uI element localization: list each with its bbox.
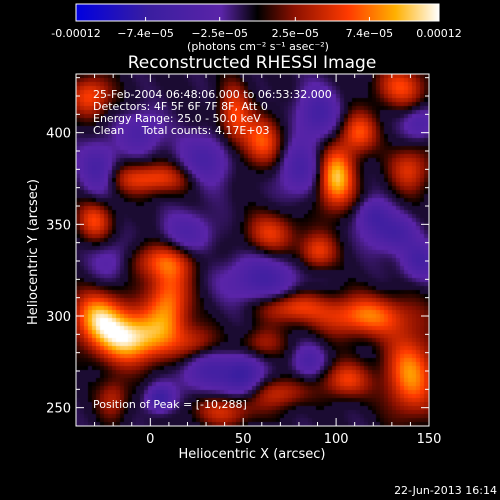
heatmap-image	[76, 74, 429, 426]
annotation-clean: Clean Total counts: 4.17E+03	[93, 124, 270, 137]
peak-position-label: Position of Peak = [-10,288]	[93, 398, 247, 411]
footer-date: 22-Jun-2013 16:14	[394, 484, 497, 497]
y-tick-label: 300	[46, 310, 71, 325]
colorbar-ticks: -0.00012 −7.4e−05 −2.5e−05 2.5e−05 7.4e−05 0.…	[51, 17, 462, 40]
y-axis-label: Heliocentric Y (arcsec)	[26, 179, 41, 325]
colorbar-tick-label: 2.5e−05	[272, 27, 319, 40]
x-tick-label: 150	[417, 432, 442, 447]
x-tick-label: 100	[324, 432, 349, 447]
annotation-detectors: Detectors: 4F 5F 6F 7F 8F, Att 0	[93, 100, 268, 113]
annotation-energy: Energy Range: 25.0 - 50.0 keV	[93, 112, 261, 125]
colorbar-tick-label: -0.00012	[51, 27, 100, 40]
plot-frame	[75, 73, 430, 427]
axis-ticks: 0 50 100 150 250 300 350 400	[46, 74, 441, 447]
colorbar-tick-label: −2.5e−05	[191, 27, 248, 40]
y-tick-label: 350	[46, 218, 71, 233]
colorbar	[75, 3, 440, 22]
colorbar-tick-label: 0.00012	[416, 27, 462, 40]
y-tick-label: 400	[46, 127, 71, 142]
colorbar-tick-label: −7.4e−05	[117, 27, 174, 40]
y-tick-label: 250	[46, 402, 71, 417]
colorbar-label: (photons cm⁻² s⁻¹ asec⁻²)	[187, 40, 329, 53]
colorbar-tick-label: 7.4e−05	[346, 27, 393, 40]
x-tick-label: 50	[235, 432, 252, 447]
chart-title: Reconstructed RHESSI Image	[128, 53, 377, 73]
annotation-time: 25-Feb-2004 06:48:06.000 to 06:53:32.000	[93, 88, 332, 101]
x-axis-label: Heliocentric X (arcsec)	[179, 447, 326, 462]
x-tick-label: 0	[146, 432, 154, 447]
